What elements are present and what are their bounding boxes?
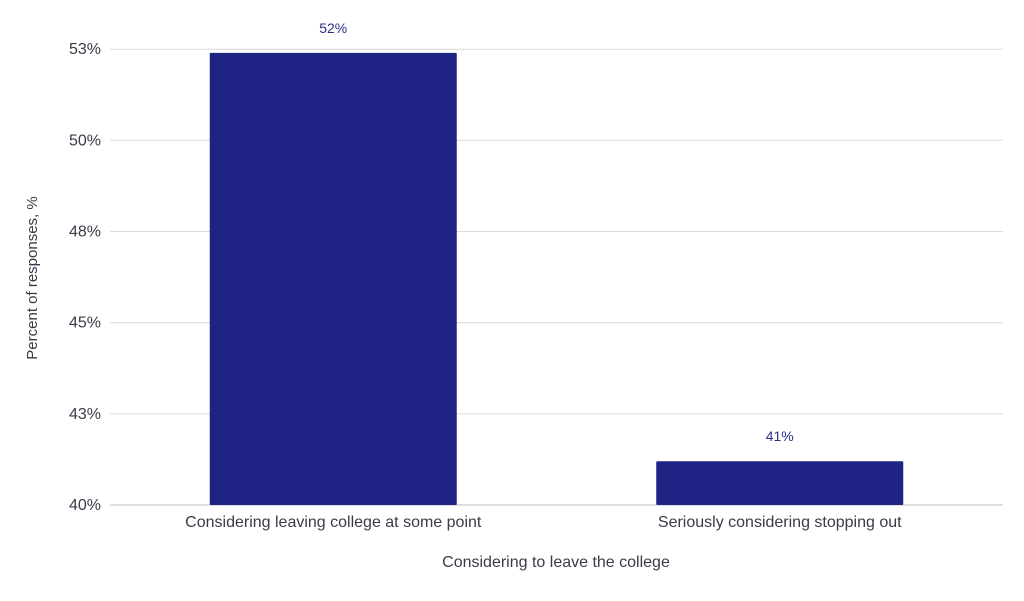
- x-axis-ticks: Considering leaving college at some poin…: [185, 514, 902, 531]
- bar[interactable]: [656, 461, 904, 505]
- bars: [209, 52, 904, 505]
- y-axis-ticks: 40% 43% 45% 48% 50% 53%: [69, 41, 101, 514]
- y-axis-title: Percent of responses, %: [24, 196, 41, 359]
- x-axis-title: Considering to leave the college: [442, 554, 670, 571]
- data-label: 52%: [319, 20, 347, 36]
- y-tick-label: 48%: [69, 224, 101, 241]
- bar[interactable]: [209, 52, 457, 505]
- y-tick-label: 43%: [69, 406, 101, 423]
- y-tick-label: 53%: [69, 41, 101, 58]
- data-labels: 52% 41%: [319, 20, 794, 444]
- y-tick-label: 50%: [69, 132, 101, 149]
- y-tick-label: 40%: [69, 497, 101, 514]
- x-tick-label: Seriously considering stopping out: [658, 514, 902, 531]
- y-tick-label: 45%: [69, 315, 101, 332]
- x-tick-label: Considering leaving college at some poin…: [185, 514, 482, 531]
- data-label: 41%: [766, 428, 794, 444]
